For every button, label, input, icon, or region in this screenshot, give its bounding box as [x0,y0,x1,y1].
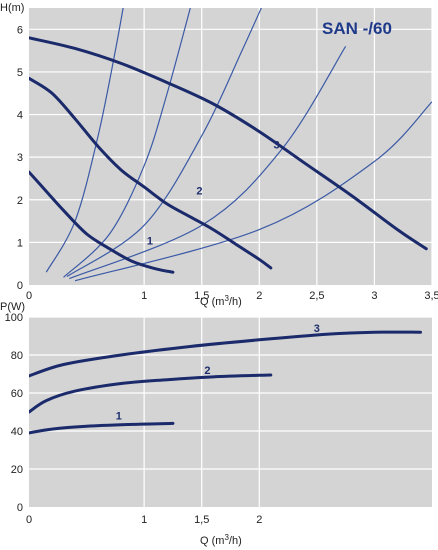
power-x-tick-label: 1,5 [194,514,209,526]
power-series-2-line [29,373,273,414]
power-y-axis-label: P(W) [0,301,25,313]
power-series-1-line [29,421,175,435]
head-y-tick-label: 4 [17,110,23,122]
power-y-tick-label: 60 [11,388,23,400]
head-y-tick-label: 6 [17,24,23,36]
head-chart: H(m) Q (m3/h) 1 2 3 0 1 1,5 2 2,5 3 3,5 0 1 2 3 4 5 6 SAN… [0,2,438,308]
head-y-tick-label: 2 [17,195,23,207]
power-y-tick-label: 40 [11,426,23,438]
head-series-3-line [29,36,428,251]
power-x-axis-label: Q (m3/h) [200,533,242,547]
head-series-2-label: 2 [196,186,202,198]
power-y-tick-label: 100 [5,312,23,324]
head-x-tick-label: 1,5 [194,290,209,302]
power-x-tick-label: 1 [141,514,147,526]
chart-title: SAN -/60 [322,19,392,38]
head-series-3-label: 3 [273,140,279,152]
head-series-1-label: 1 [147,236,153,248]
power-x-tick-label: 0 [26,514,32,526]
power-series-3-label: 3 [314,323,320,335]
head-y-axis-label: H(m) [0,2,24,14]
head-x-tick-label: 0 [26,290,32,302]
head-x-tick-label: 3,5 [424,290,438,302]
head-x-tick-label: 2 [256,290,262,302]
head-y-tick-label: 3 [17,152,23,164]
power-series-1-label: 1 [116,411,122,423]
power-y-tick-label: 80 [11,350,23,362]
head-plot-area [29,8,432,285]
head-system-curve-3 [66,8,262,277]
head-system-curve-1 [45,8,124,273]
head-x-tick-label: 1 [141,290,147,302]
power-y-tick-label: 0 [17,502,23,514]
head-x-tick-label: 2,5 [309,290,324,302]
head-x-tick-label: 3 [371,290,377,302]
power-x-tick-label: 2 [256,514,262,526]
head-y-tick-label: 1 [17,237,23,249]
head-series-1-line [29,170,175,274]
power-series-3-line [29,330,422,378]
power-plot-area [29,317,432,507]
head-system-curve-5 [74,101,432,282]
head-series-2-line [29,76,273,270]
head-system-curve-2 [63,8,191,278]
power-series-2-label: 2 [204,365,210,377]
head-y-tick-label: 0 [17,280,23,292]
power-y-tick-label: 20 [11,464,23,476]
head-x-axis-label: Q (m3/h) [200,294,242,308]
head-y-tick-label: 5 [17,67,23,79]
